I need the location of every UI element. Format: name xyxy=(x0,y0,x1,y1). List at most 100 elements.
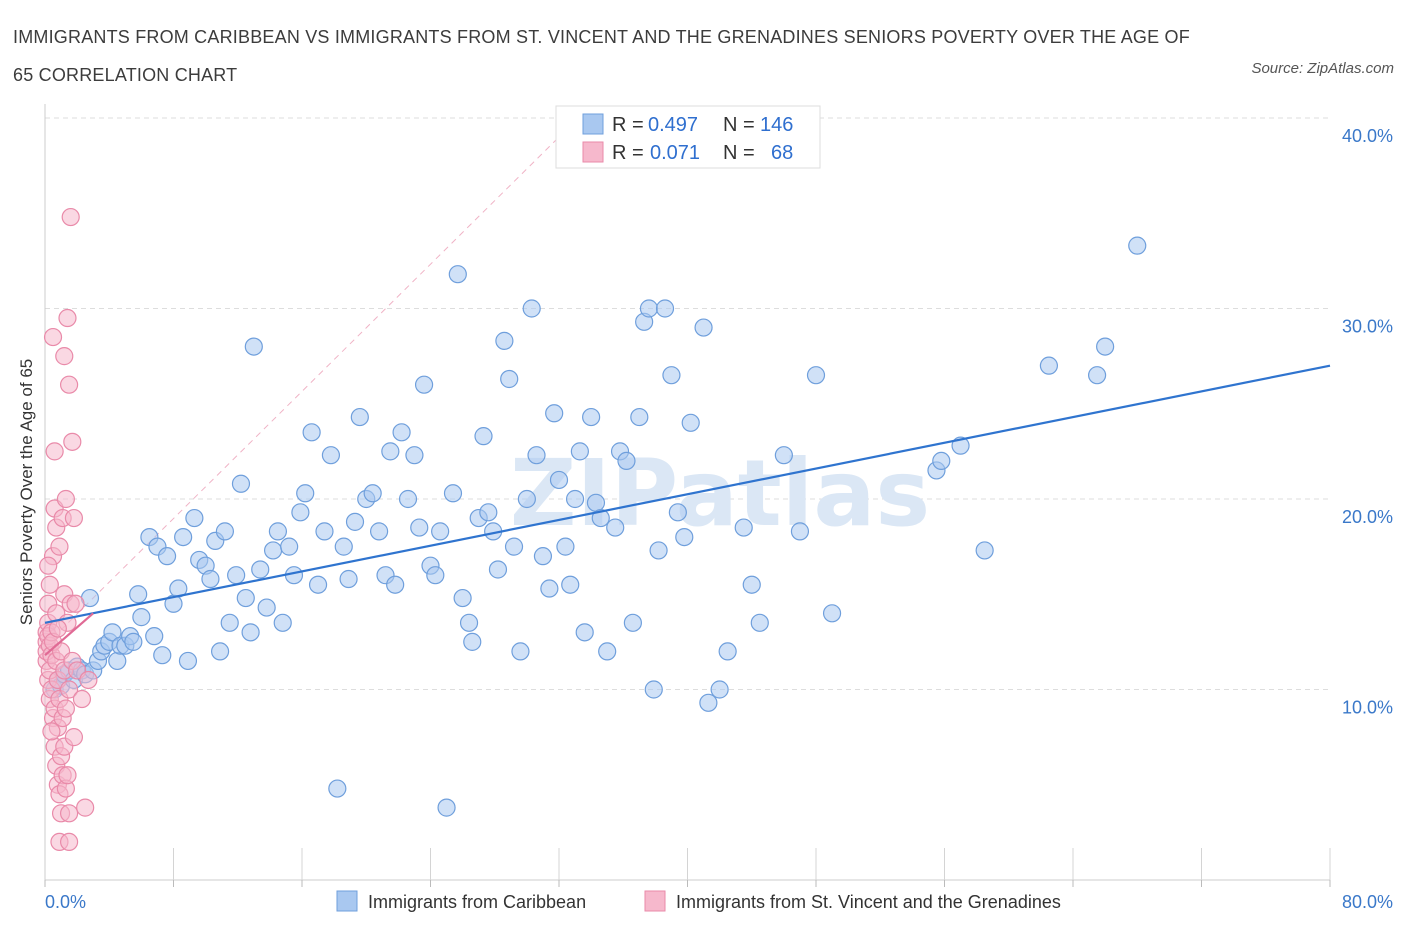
stvincent-point-56 xyxy=(63,432,82,451)
stvincent-point-53 xyxy=(59,832,79,852)
caribbean-point-41 xyxy=(231,474,251,493)
axes xyxy=(44,104,1331,887)
caribbean-point-95 xyxy=(533,547,553,566)
caribbean-point-127 xyxy=(742,575,761,594)
caribbean-point-99 xyxy=(556,537,575,556)
legend-r-value-blue: 0.497 xyxy=(648,114,698,136)
stvincent-point-51 xyxy=(59,680,79,699)
caribbean-point-84 xyxy=(474,427,493,446)
caribbean-point-101 xyxy=(565,489,585,509)
caribbean-point-123 xyxy=(699,693,718,712)
caribbean-point-137 xyxy=(1039,356,1059,375)
caribbean-point-90 xyxy=(504,537,524,556)
caribbean-point-100 xyxy=(561,575,580,594)
caribbean-point-75 xyxy=(426,566,445,585)
caribbean-point-50 xyxy=(280,537,299,556)
chart-title: IMMIGRANTS FROM CARIBBEAN VS IMMIGRANTS … xyxy=(13,27,1190,85)
caribbean-point-118 xyxy=(662,366,681,385)
caribbean-point-134 xyxy=(932,451,951,470)
caribbean-point-52 xyxy=(291,503,310,522)
caribbean-point-111 xyxy=(623,613,642,632)
bottom-legend-swatch-blue xyxy=(336,890,358,912)
caribbean-point-104 xyxy=(582,407,601,427)
legend-swatch-pink xyxy=(582,141,604,163)
caribbean-point-115 xyxy=(644,680,663,699)
caribbean-point-49 xyxy=(273,613,292,632)
caribbean-point-130 xyxy=(790,522,810,541)
caribbean-point-62 xyxy=(350,407,369,427)
caribbean-point-81 xyxy=(459,613,479,632)
caribbean-point-122 xyxy=(694,318,713,337)
caribbean-point-59 xyxy=(334,537,353,556)
y-tick-label-0: 10.0% xyxy=(1342,698,1393,718)
caribbean-point-24 xyxy=(145,627,164,646)
stvincent-point-19 xyxy=(45,442,64,461)
bottom-legend-label-pink: Immigrants from St. Vincent and the Gren… xyxy=(676,892,1061,912)
caribbean-point-31 xyxy=(178,651,198,671)
caribbean-point-77 xyxy=(437,798,456,817)
caribbean-point-73 xyxy=(414,375,434,394)
caribbean-point-110 xyxy=(617,451,636,470)
caribbean-point-85 xyxy=(479,503,498,522)
caribbean-point-71 xyxy=(405,446,424,465)
caribbean-point-96 xyxy=(540,579,559,598)
series-legend: Immigrants from Caribbean Immigrants fro… xyxy=(336,890,1061,912)
stvincent-point-64 xyxy=(79,670,98,690)
caribbean-point-112 xyxy=(630,407,649,427)
stvincent-point-62 xyxy=(72,689,92,709)
legend-n-label-blue: N = xyxy=(723,114,755,136)
caribbean-point-37 xyxy=(210,642,230,661)
caribbean-point-38 xyxy=(215,522,234,541)
caribbean-point-102 xyxy=(570,442,589,461)
stvincent-point-40 xyxy=(55,347,74,366)
caribbean-point-30 xyxy=(174,527,193,547)
caribbean-point-138 xyxy=(1087,366,1107,385)
caribbean-point-105 xyxy=(586,493,606,512)
caribbean-point-91 xyxy=(511,642,530,661)
caribbean-point-57 xyxy=(321,446,341,465)
caribbean-point-69 xyxy=(392,423,411,442)
caribbean-point-132 xyxy=(822,604,842,623)
x-tick-label-0: 0.0% xyxy=(45,892,86,912)
caribbean-point-79 xyxy=(448,265,467,284)
caribbean-point-44 xyxy=(244,337,263,356)
caribbean-point-93 xyxy=(522,299,541,318)
caribbean-point-125 xyxy=(718,642,737,661)
caribbean-point-43 xyxy=(241,623,260,642)
caribbean-point-42 xyxy=(236,588,255,608)
y-tick-label-1: 20.0% xyxy=(1342,507,1393,527)
caribbean-point-68 xyxy=(386,575,405,594)
caribbean-point-67 xyxy=(381,442,400,461)
y-tick-label-3: 40.0% xyxy=(1342,126,1393,146)
series-caribbean-points xyxy=(45,236,1147,817)
caribbean-point-32 xyxy=(185,508,204,528)
caribbean-point-103 xyxy=(575,623,594,642)
caribbean-point-70 xyxy=(398,489,418,509)
caribbean-point-27 xyxy=(157,547,177,566)
caribbean-point-97 xyxy=(545,404,564,423)
caribbean-point-40 xyxy=(227,566,246,585)
y-tick-labels: 10.0% 20.0% 30.0% 40.0% xyxy=(1342,126,1393,718)
caribbean-point-106 xyxy=(591,508,610,528)
stvincent-point-65 xyxy=(39,556,58,575)
y-tick-label-2: 30.0% xyxy=(1342,317,1393,337)
diagonal-line xyxy=(44,136,560,647)
caribbean-point-45 xyxy=(251,560,270,579)
caribbean-point-88 xyxy=(495,331,514,350)
series-stvincent-points xyxy=(37,207,98,852)
x-tick-labels: 0.0% 80.0% xyxy=(45,892,1393,912)
stvincent-point-60 xyxy=(66,594,85,613)
legend-r-label-blue: R = xyxy=(612,114,644,136)
caribbean-point-46 xyxy=(257,598,276,617)
stats-legend: R = 0.497 N = 146 R = 0.071 N = 68 xyxy=(555,105,821,169)
caribbean-point-26 xyxy=(153,646,172,665)
caribbean-point-136 xyxy=(975,541,994,560)
legend-swatch-blue xyxy=(582,113,604,135)
caribbean-point-87 xyxy=(488,560,508,579)
caribbean-point-61 xyxy=(345,512,365,531)
stvincent-point-44 xyxy=(56,489,75,509)
caribbean-point-76 xyxy=(431,522,450,541)
stvincent-point-63 xyxy=(76,798,95,817)
legend-r-label-pink: R = xyxy=(612,142,644,164)
